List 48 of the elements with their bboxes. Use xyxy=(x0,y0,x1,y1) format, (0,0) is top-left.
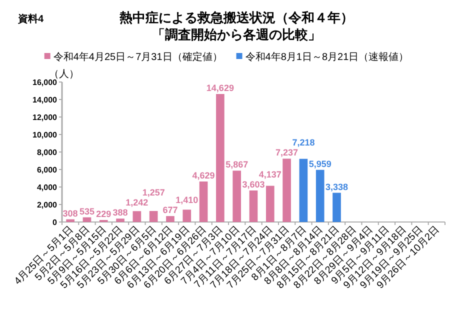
y-tick-label: 12,000 xyxy=(32,113,58,122)
y-tick-label: 16,000 xyxy=(32,78,58,87)
data-label: 5,959 xyxy=(308,158,332,169)
data-label: 4,137 xyxy=(258,169,282,180)
chart-title: 熱中症による救急搬送状況（令和４年） xyxy=(118,10,354,25)
bar xyxy=(82,217,92,222)
y-axis-title: （人） xyxy=(49,69,79,80)
bar xyxy=(116,218,124,222)
bar xyxy=(299,158,308,222)
y-tick-label: 4,000 xyxy=(36,183,58,192)
data-label: 535 xyxy=(79,206,94,216)
y-tick-label: 14,000 xyxy=(32,96,58,104)
data-label: 7,237 xyxy=(276,148,298,158)
data-label: 1,410 xyxy=(176,195,198,206)
bar xyxy=(266,186,274,222)
bar xyxy=(132,211,142,222)
y-tick-label: 8,000 xyxy=(36,148,58,157)
text: 資料4 xyxy=(17,13,44,25)
legend-label: 令和4年8月1日～8月21日（速報値） xyxy=(245,51,409,63)
bar xyxy=(332,192,341,222)
data-label: 4,629 xyxy=(192,170,215,180)
bar xyxy=(282,158,291,222)
y-tick-label: 6,000 xyxy=(36,166,58,174)
chart-subtitle: 「調査開始から各週の比較」 xyxy=(152,27,321,42)
bar xyxy=(199,181,208,222)
bar xyxy=(66,219,74,222)
data-label: 229 xyxy=(96,208,112,219)
data-label: 3,603 xyxy=(242,179,265,190)
data-label: 308 xyxy=(62,208,78,218)
y-tick-label: 10,000 xyxy=(32,130,58,140)
y-tick-label: 0 xyxy=(52,218,58,227)
legend-label: 令和4年4月25日～7月31日（確定値） xyxy=(53,51,222,63)
data-label: 677 xyxy=(162,205,178,216)
bar xyxy=(182,210,192,222)
data-label: 1,242 xyxy=(126,198,148,208)
data-label: 14,629 xyxy=(206,82,234,93)
y-tick-label: 2,000 xyxy=(36,200,58,210)
bar xyxy=(232,170,242,222)
bar xyxy=(149,211,158,222)
bar xyxy=(249,190,258,222)
data-label: 7,218 xyxy=(292,138,315,148)
data-label: 1,257 xyxy=(142,188,165,198)
bar xyxy=(216,94,224,222)
data-label: 388 xyxy=(112,208,128,218)
bar xyxy=(316,170,324,222)
bar xyxy=(166,216,174,222)
data-label: 3,338 xyxy=(325,182,348,192)
data-label: 5,867 xyxy=(226,160,248,170)
